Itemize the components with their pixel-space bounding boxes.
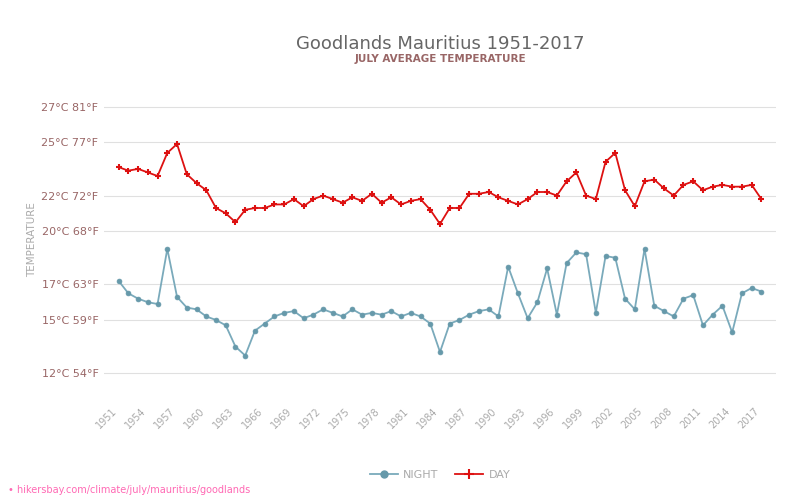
Y-axis label: TEMPERATURE: TEMPERATURE bbox=[27, 202, 37, 278]
Legend: NIGHT, DAY: NIGHT, DAY bbox=[366, 465, 514, 484]
Text: • hikersbay.com/climate/july/mauritius/goodlands: • hikersbay.com/climate/july/mauritius/g… bbox=[8, 485, 250, 495]
Title: Goodlands Mauritius 1951-2017: Goodlands Mauritius 1951-2017 bbox=[296, 36, 584, 54]
Text: JULY AVERAGE TEMPERATURE: JULY AVERAGE TEMPERATURE bbox=[354, 54, 526, 64]
